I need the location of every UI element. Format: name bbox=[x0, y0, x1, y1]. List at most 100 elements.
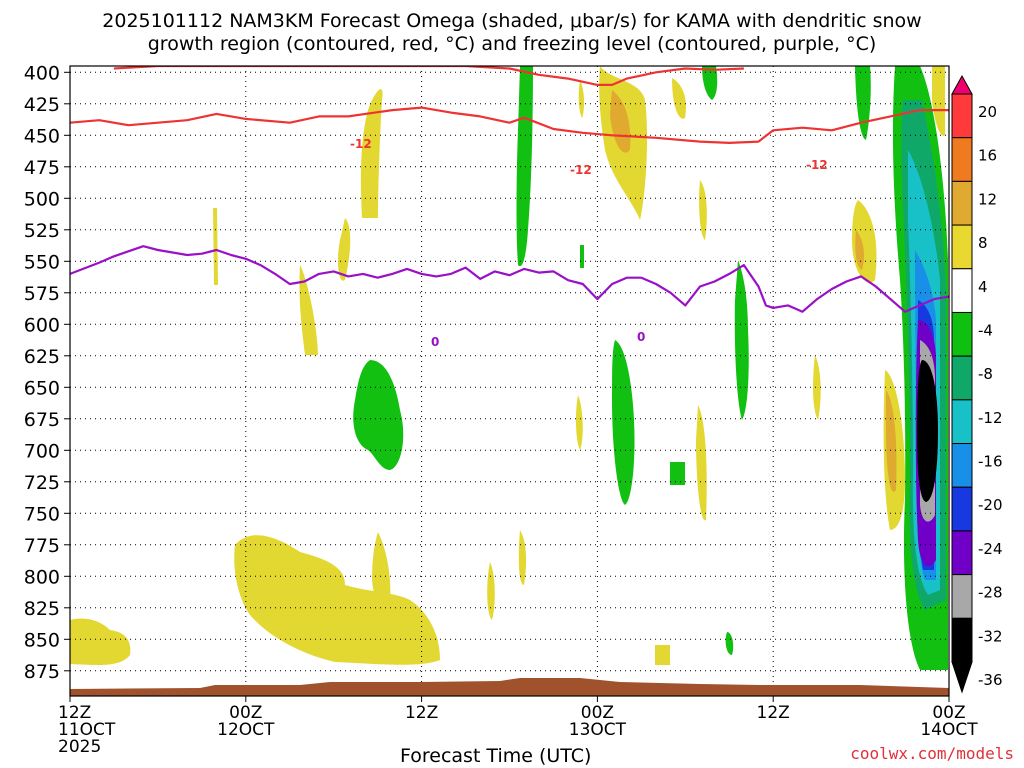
omega-area-black bbox=[917, 360, 938, 502]
colorbar-swatch bbox=[951, 93, 973, 139]
contour-dendritic_-12C_top bbox=[113, 66, 744, 86]
colorbar-label: -12 bbox=[978, 409, 1003, 427]
omega-area-yellow bbox=[337, 218, 351, 281]
x-tick-label: 12Z bbox=[405, 703, 438, 723]
colorbar: 20 16 12 8 4 -4 -8 -12 -16 -20 -24 -28 -32 -36 bbox=[951, 74, 1003, 694]
colorbar-top-arrow bbox=[951, 74, 973, 95]
y-tick-label: 625 bbox=[24, 346, 60, 368]
contour-label: 0 bbox=[431, 335, 439, 349]
contour-lines bbox=[70, 66, 949, 313]
omega-area-yellow bbox=[234, 535, 440, 665]
plot-frame bbox=[69, 65, 950, 697]
contour-dendritic_-12C bbox=[70, 106, 949, 144]
omega-area-green bbox=[725, 632, 734, 655]
colorbar-swatch bbox=[951, 137, 973, 182]
y-tick-label: 600 bbox=[24, 314, 60, 336]
omega-area-green bbox=[702, 66, 718, 100]
x-tick-label: 00Z bbox=[229, 703, 262, 723]
y-tick-label: 525 bbox=[24, 220, 60, 242]
omega-area-yellow bbox=[518, 530, 527, 585]
y-tick-label: 425 bbox=[24, 94, 60, 116]
colorbar-label: -24 bbox=[978, 540, 1003, 558]
omega-area-yellow bbox=[699, 180, 707, 240]
omega-area-green bbox=[516, 66, 533, 267]
colorbar-label: 20 bbox=[978, 103, 997, 121]
x-tick-label: 00Z bbox=[581, 703, 614, 723]
x-tick-label: 13OCT bbox=[569, 720, 627, 740]
y-tick-label: 750 bbox=[24, 503, 60, 525]
x-tick-label: 11OCT bbox=[58, 720, 116, 740]
omega-area-yellow bbox=[360, 89, 383, 218]
y-tick-label: 875 bbox=[24, 661, 60, 683]
y-tick-label: 450 bbox=[24, 125, 60, 147]
y-tick-label: 825 bbox=[24, 598, 60, 620]
x-tick-label: 12Z bbox=[58, 703, 91, 723]
colorbar-label: -4 bbox=[978, 322, 993, 340]
y-tick-label: 800 bbox=[24, 566, 60, 588]
x-tick-label: 00Z bbox=[932, 703, 965, 723]
colorbar-swatch bbox=[951, 486, 973, 532]
x-tick-label: 12Z bbox=[757, 703, 790, 723]
contour-freezing_level_0C bbox=[70, 245, 949, 313]
colorbar-label: 12 bbox=[978, 190, 997, 208]
omega-area-yellow bbox=[575, 395, 583, 450]
omega-area-yellow bbox=[672, 78, 686, 119]
colorbar-label: 16 bbox=[978, 147, 997, 165]
omega-area-yellow bbox=[487, 562, 495, 620]
omega-area-green bbox=[734, 260, 749, 420]
omega-shading bbox=[70, 66, 948, 670]
terrain-band bbox=[70, 678, 949, 696]
colorbar-label: -8 bbox=[978, 365, 993, 383]
contour-label: -12 bbox=[570, 163, 592, 177]
omega-area-green bbox=[580, 245, 584, 268]
colorbar-label: 4 bbox=[978, 278, 988, 296]
colorbar-swatch bbox=[951, 224, 973, 270]
colorbar-label: -36 bbox=[978, 671, 1003, 689]
y-tick-label: 700 bbox=[24, 440, 60, 462]
omega-area-yellow bbox=[655, 645, 670, 665]
omega-area-yellow bbox=[372, 532, 391, 608]
site-credit: coolwx.com/models bbox=[850, 744, 1014, 763]
contour-label: 0 bbox=[637, 330, 645, 344]
y-tick-label: 550 bbox=[24, 251, 60, 273]
y-tick-label: 400 bbox=[24, 62, 60, 84]
y-tick-label: 850 bbox=[24, 629, 60, 651]
colorbar-label: -32 bbox=[978, 627, 1003, 645]
y-tick-label: 725 bbox=[24, 472, 60, 494]
colorbar-swatch bbox=[951, 355, 973, 401]
omega-area-green bbox=[670, 462, 685, 485]
colorbar-label: -20 bbox=[978, 496, 1003, 514]
y-tick-label: 650 bbox=[24, 377, 60, 399]
omega-area-yellow bbox=[578, 80, 585, 118]
omega-area-green bbox=[612, 340, 635, 505]
y-axis: 400 425 450 475 500 525 550 575 600 625 650 675 700 7… bbox=[24, 62, 70, 683]
colorbar-swatch bbox=[951, 617, 973, 663]
x-tick-label: 12OCT bbox=[217, 720, 275, 740]
colorbar-swatch bbox=[951, 311, 973, 357]
contour-label: -12 bbox=[806, 158, 828, 172]
omega-area-yellow bbox=[813, 355, 821, 420]
colorbar-swatch bbox=[951, 574, 973, 619]
colorbar-swatch bbox=[951, 399, 973, 445]
omega-area-yellow bbox=[932, 66, 945, 136]
colorbar-swatch bbox=[951, 443, 973, 488]
omega-area-gold bbox=[886, 390, 897, 492]
chart-title-line-1: 2025101112 NAM3KM Forecast Omega (shaded… bbox=[102, 10, 922, 32]
contour-label: -12 bbox=[350, 137, 372, 151]
y-tick-label: 500 bbox=[24, 188, 60, 210]
colorbar-label: -16 bbox=[978, 453, 1003, 471]
omega-area-yellow bbox=[213, 208, 218, 285]
colorbar-swatch bbox=[951, 530, 973, 576]
y-tick-label: 475 bbox=[24, 157, 60, 179]
omega-area-yellow bbox=[70, 618, 131, 666]
contour-labels: -12 -12 -12 0 0 bbox=[350, 137, 828, 349]
plot-background bbox=[70, 66, 949, 696]
x-tick-label: 14OCT bbox=[920, 720, 978, 740]
omega-area-yellow bbox=[299, 265, 318, 355]
grid-lines bbox=[70, 66, 949, 696]
colorbar-label: 8 bbox=[978, 234, 988, 252]
x-tick-label: 2025 bbox=[58, 737, 101, 757]
colorbar-label: -28 bbox=[978, 584, 1003, 602]
colorbar-swatch bbox=[951, 180, 973, 226]
